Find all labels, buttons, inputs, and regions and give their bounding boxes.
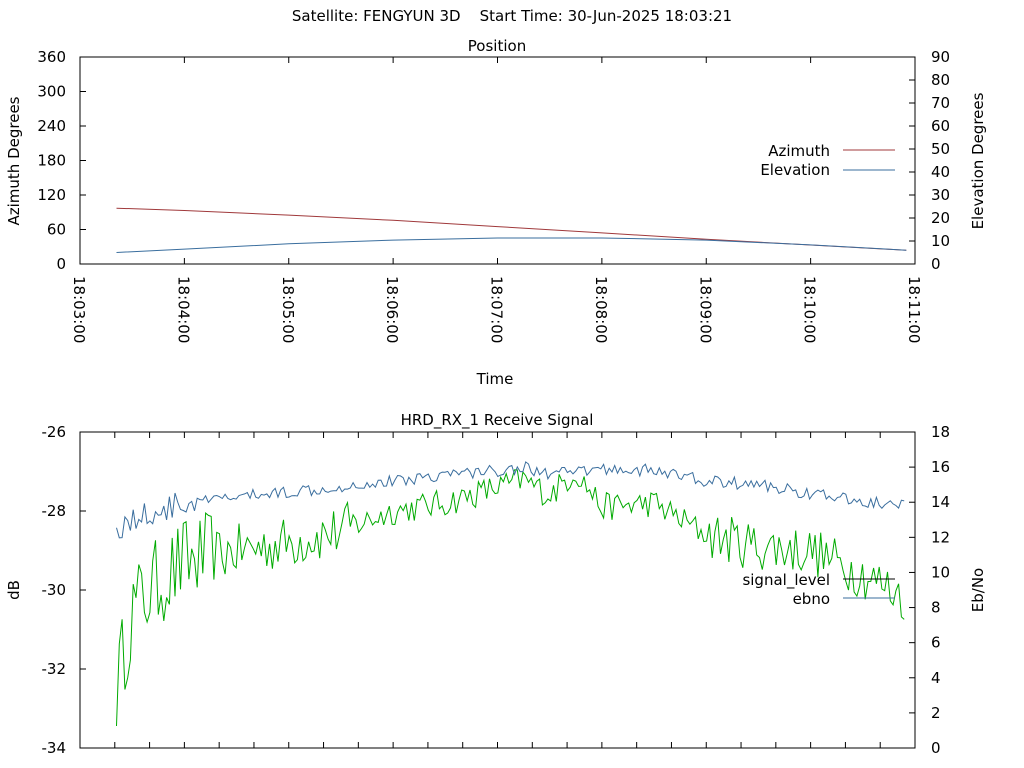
position-y-tick-label-3: 180	[37, 152, 66, 170]
position-x-tick-label-6: 18:09:00	[696, 276, 714, 343]
position-y2-axis-label: Elevation Degrees	[969, 92, 987, 229]
receive-signal-y2-tick-label-2: 4	[931, 669, 941, 687]
position-x-tick-label-3: 18:06:00	[383, 276, 401, 343]
receive-signal-y-tick-label-2: -30	[42, 581, 67, 599]
position-y-tick-label-2: 120	[37, 186, 66, 204]
position-y2-tick-label-9: 90	[931, 48, 950, 66]
position-y2-axis: 0 10 20 30 40 50 60 70 80 90	[909, 48, 950, 273]
receive-signal-y-tick-label-4: -26	[42, 423, 67, 441]
satellite-name: Satellite: FENGYUN 3D	[291, 7, 461, 25]
position-y2-tick-label-6: 60	[931, 117, 950, 135]
receive-signal-y2-tick-label-3: 6	[931, 634, 941, 652]
receive-signal-y-tick-label-3: -28	[42, 502, 67, 520]
position-x-axis: 18:03:00 18:04:00 18:05:00 18:06:00 18:07:00…	[70, 57, 923, 343]
legend-elevation-label: Elevation	[760, 161, 830, 179]
position-y-tick-label-0: 0	[56, 255, 66, 273]
start-time: Start Time: 30-Jun-2025 18:03:21	[479, 7, 733, 25]
position-chart-title: Position	[468, 37, 526, 55]
legend-ebno-label: ebno	[793, 590, 830, 608]
position-y-axis: 0 60 120 180 240 300 360	[37, 48, 86, 273]
chart-main-title: Satellite: FENGYUN 3D Start Time: 30-Jun…	[0, 7, 1024, 25]
position-x-tick-label-0: 18:03:00	[70, 276, 88, 343]
position-y-tick-label-6: 360	[37, 48, 66, 66]
receive-signal-plot-frame	[79, 431, 916, 749]
receive-signal-y2-tick-label-7: 14	[931, 493, 950, 511]
position-x-tick-label-4: 18:07:00	[488, 276, 506, 343]
receive-signal-y-tick-label-0: -34	[42, 739, 67, 757]
position-y2-tick-label-1: 10	[931, 232, 950, 250]
receive-signal-y2-tick-label-8: 16	[931, 458, 950, 476]
position-y2-tick-label-7: 70	[931, 94, 950, 112]
position-y2-tick-label-3: 30	[931, 186, 950, 204]
receive-signal-chart-title: HRD_RX_1 Receive Signal	[401, 411, 594, 430]
receive-signal-y2-tick-label-0: 0	[931, 739, 941, 757]
receive-signal-y2-tick-label-6: 12	[931, 528, 950, 546]
ebno-series-line	[116, 461, 905, 539]
position-y2-tick-label-0: 0	[931, 255, 941, 273]
position-y2-tick-label-4: 40	[931, 163, 950, 181]
position-x-tick-label-7: 18:10:00	[801, 276, 819, 343]
receive-signal-y2-axis-label: Eb/No	[969, 568, 987, 612]
receive-signal-y-axis-label: dB	[5, 580, 23, 600]
position-x-tick-label-5: 18:08:00	[592, 276, 610, 343]
position-y2-tick-label-5: 50	[931, 140, 950, 158]
legend-azimuth-label: Azimuth	[768, 142, 830, 160]
position-y2-tick-label-2: 20	[931, 209, 950, 227]
receive-signal-y-tick-label-1: -32	[42, 660, 67, 678]
position-x-axis-label: Time	[476, 370, 514, 388]
receive-signal-y2-tick-label-1: 2	[931, 704, 941, 722]
position-x-tick-label-1: 18:04:00	[174, 276, 192, 343]
receive-signal-y2-tick-label-9: 18	[931, 423, 950, 441]
receive-signal-x-axis	[114, 432, 881, 748]
position-y-tick-label-5: 300	[37, 83, 66, 101]
position-x-tick-label-2: 18:05:00	[279, 276, 297, 343]
receive-signal-y2-tick-label-5: 10	[931, 563, 950, 581]
position-y-tick-label-4: 240	[37, 117, 66, 135]
position-y-tick-label-1: 60	[47, 221, 66, 239]
position-y2-tick-label-8: 80	[931, 71, 950, 89]
receive-signal-y2-tick-label-4: 8	[931, 599, 941, 617]
elevation-series-line	[116, 237, 907, 253]
position-chart: Position 18:03:00 18:04:00 18:05:00 18:06:0…	[5, 37, 987, 388]
receive-signal-y-axis: -34 -32 -30 -28 -26	[42, 423, 86, 757]
receive-signal-y2-axis: 0 2 4 6 8 10 12 14 16 18	[909, 423, 950, 757]
legend-signal-level-label: signal_level	[742, 571, 830, 590]
signal-level-series-line	[116, 469, 905, 727]
position-y-axis-label: Azimuth Degrees	[5, 96, 23, 225]
position-x-tick-label-8: 18:11:00	[905, 276, 923, 343]
receive-signal-chart: HRD_RX_1 Receive Signal -34-32-30-28-26 …	[5, 411, 987, 757]
